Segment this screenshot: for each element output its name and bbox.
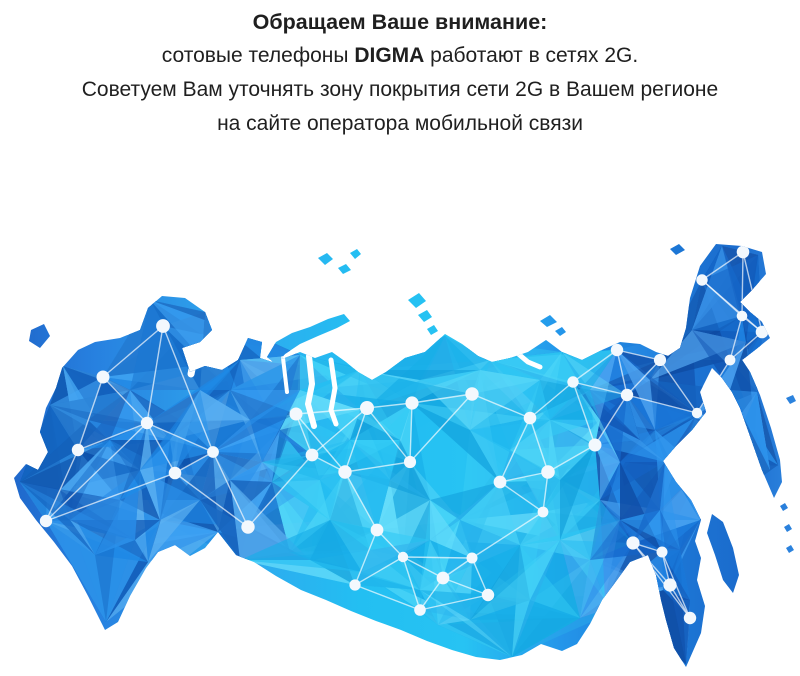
brand-name: DIGMA bbox=[354, 44, 425, 67]
notice-line2-prefix: сотовые телефоны bbox=[161, 44, 355, 67]
notice-line2: сотовые телефоны DIGMA работают в сетях … bbox=[0, 39, 800, 73]
notice-line4: на сайте оператора мобильной связи bbox=[217, 112, 583, 135]
notice-line2-suffix: работают в сетях 2G. bbox=[424, 44, 639, 67]
notice-line3: Советуем Вам уточнять зону покрытия сети… bbox=[81, 78, 719, 101]
notice-title: Обращаем Ваше внимание: bbox=[252, 10, 548, 34]
notice-text-block: Обращаем Ваше внимание: сотовые телефоны… bbox=[0, 0, 800, 141]
